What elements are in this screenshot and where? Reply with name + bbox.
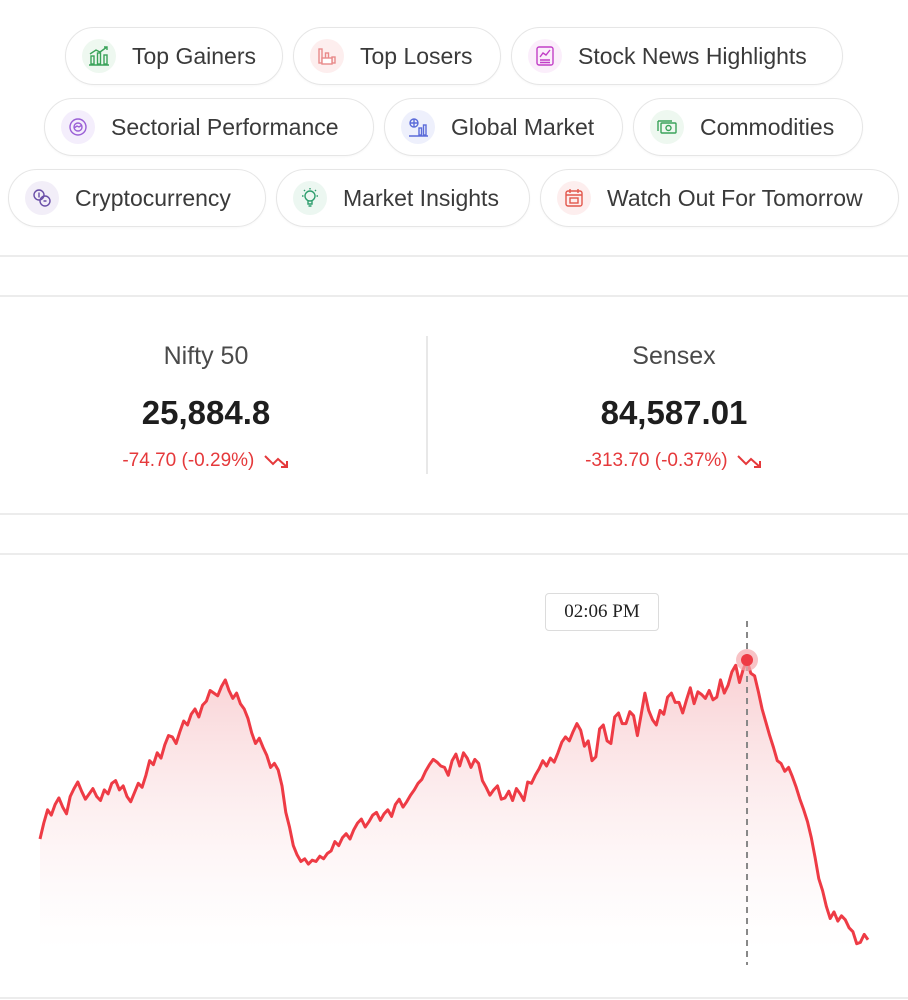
index-change-text: -313.70 (-0.37%)	[585, 450, 728, 471]
chip-label: Top Gainers	[132, 42, 257, 69]
chart-area-fill	[40, 660, 868, 950]
card-divider	[426, 336, 428, 474]
chart-price-line	[38, 658, 870, 946]
index-name: Nifty 50	[163, 342, 249, 370]
divider	[0, 513, 908, 515]
news-chart-icon	[528, 39, 562, 73]
chip-market-insights[interactable]: Market Insights	[276, 169, 530, 227]
index-change: -74.70 (-0.29%)	[0, 450, 416, 472]
chip-label: Watch Out For Tomorrow	[607, 184, 863, 211]
index-change-text: -74.70 (-0.29%)	[122, 450, 255, 471]
chart-tooltip: 02:06 PM	[545, 593, 659, 631]
calendar-icon	[557, 181, 591, 215]
index-card-sensex[interactable]: Sensex 84,587.01 -313.70 (-0.37%)	[428, 296, 908, 514]
index-name: Sensex	[632, 342, 716, 370]
chip-top-losers[interactable]: Top Losers	[293, 27, 501, 85]
index-change: -313.70 (-0.37%)	[464, 450, 884, 472]
index-card-nifty[interactable]: Nifty 50 25,884.8 -74.70 (-0.29%)	[0, 296, 424, 514]
chip-watch-out-for-tomorrow[interactable]: Watch Out For Tomorrow	[540, 169, 899, 227]
chip-label: Market Insights	[343, 184, 499, 211]
divider	[0, 997, 908, 999]
index-value: 25,884.8	[141, 394, 271, 431]
chip-sectorial-performance[interactable]: Sectorial Performance	[44, 98, 374, 156]
index-value: 84,587.01	[600, 394, 748, 431]
chip-label: Top Losers	[360, 42, 473, 69]
intraday-chart[interactable]	[0, 555, 908, 995]
crosshair-dot	[741, 654, 754, 666]
bar-chart-up-icon	[82, 39, 116, 73]
pie-chart-icon	[61, 110, 95, 144]
globe-chart-icon	[401, 110, 435, 144]
chip-label: Stock News Highlights	[578, 42, 807, 69]
coins-icon	[25, 181, 59, 215]
money-icon	[650, 110, 684, 144]
divider	[0, 553, 908, 555]
chip-label: Sectorial Performance	[111, 113, 339, 140]
chip-label: Global Market	[451, 113, 595, 140]
bulb-insight-icon	[293, 181, 327, 215]
chip-label: Commodities	[700, 113, 835, 140]
trend-down-icon	[737, 455, 761, 468]
chip-commodities[interactable]: Commodities	[633, 98, 863, 156]
divider	[0, 255, 908, 257]
trend-down-icon	[263, 455, 288, 468]
chip-stock-news-highlights[interactable]: Stock News Highlights	[511, 27, 843, 85]
loss-chart-icon	[310, 39, 344, 73]
chip-top-gainers[interactable]: Top Gainers	[65, 27, 283, 85]
chip-global-market[interactable]: Global Market	[384, 98, 623, 156]
divider	[0, 295, 908, 297]
chip-cryptocurrency[interactable]: Cryptocurrency	[8, 169, 266, 227]
chip-label: Cryptocurrency	[75, 184, 231, 211]
